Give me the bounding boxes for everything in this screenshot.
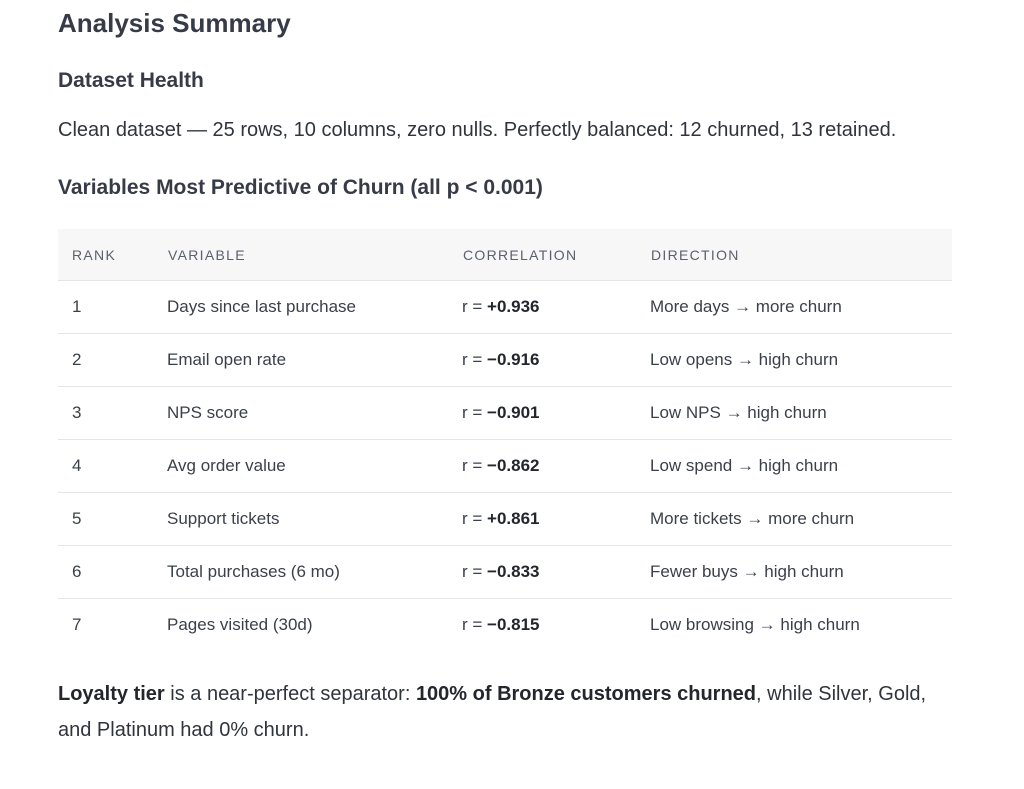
column-header: RANK <box>58 229 167 281</box>
correlation-cell: r = −0.901 <box>462 386 650 440</box>
rank-cell: 7 <box>72 615 82 634</box>
variable-cell: Days since last purchase <box>167 280 462 334</box>
correlation-value: −0.916 <box>487 350 540 369</box>
paragraph: Clean dataset — 25 rows, 10 columns, zer… <box>58 112 952 148</box>
direction-cell: Low opens → high churn <box>650 333 952 387</box>
section-heading: Dataset Health <box>58 69 204 92</box>
direction-cell: More days → more churn <box>650 280 952 334</box>
correlation-prefix: r = <box>462 615 483 634</box>
text: is a near-perfect separator: <box>164 683 416 705</box>
correlation-prefix: r = <box>462 562 483 581</box>
rank-cell: 1 <box>58 280 167 334</box>
bold-text: Loyalty tier <box>58 683 165 705</box>
rank-cell: 6 <box>58 545 167 599</box>
table-row: 2 Email open rate r = −0.916 Low opens → hi… <box>58 333 952 387</box>
correlation-cell: r = −0.833 <box>462 545 650 599</box>
correlation-value: −0.862 <box>487 456 540 475</box>
correlation-value: −0.833 <box>487 562 540 581</box>
table: RANK VARIABLE CORRELATION DIRECTION 1 Day… <box>58 229 952 651</box>
header-row: RANK VARIABLE CORRELATION DIRECTION <box>58 229 952 281</box>
column-header: VARIABLE <box>167 229 462 281</box>
table-row: 1 Days since last purchase r = +0.936 More … <box>58 280 952 334</box>
table-body: 1 Days since last purchase r = +0.936 More … <box>58 280 952 652</box>
table-row: 6 Total purchases (6 mo) r = −0.833 Fewer b… <box>58 545 952 599</box>
direction-cell: Low spend → high churn <box>650 439 952 493</box>
variable-cell: Email open rate <box>167 333 462 387</box>
table-row: 5 Support tickets r = +0.861 More tickets →… <box>58 492 952 546</box>
rank-cell: 4 <box>58 439 167 493</box>
variable-cell: Support tickets <box>167 492 462 546</box>
correlation-value: +0.936 <box>487 297 540 316</box>
correlation-prefix: r = <box>462 403 483 422</box>
correlation-prefix: r = <box>462 350 483 369</box>
direction-cell: Fewer buys → high churn <box>650 545 952 599</box>
correlation-cell: r = +0.936 <box>462 280 650 334</box>
correlation-cell: r = −0.815 <box>462 599 650 652</box>
variable-cell: Pages visited (30d) <box>167 615 313 634</box>
correlation-cell: r = −0.862 <box>462 439 650 493</box>
direction-cell: More tickets → more churn <box>650 492 952 546</box>
correlation-prefix: r = <box>462 456 483 475</box>
text: Clean dataset — 25 rows, 10 columns, zer… <box>58 119 897 141</box>
rank-cell: 3 <box>58 386 167 440</box>
column-header: DIRECTION <box>650 229 952 281</box>
table-row: 7 Pages visited (30d) r = −0.815 Low browsi… <box>58 599 952 652</box>
bold-text: 100% of Bronze customers churned <box>415 683 757 705</box>
title: Analysis Summary <box>58 8 291 38</box>
rank-cell: 5 <box>58 492 167 546</box>
direction-cell: Low NPS → high churn <box>650 386 952 440</box>
correlation-cell: r = +0.861 <box>462 492 650 546</box>
variable-cell: Avg order value <box>167 439 462 493</box>
table-row: 4 Avg order value r = −0.862 Low spend → hi… <box>58 439 952 493</box>
section-heading: Variables Most Predictive of Churn (all … <box>58 176 543 199</box>
correlation-value: −0.901 <box>487 403 540 422</box>
correlation-prefix: r = <box>462 509 483 528</box>
direction-cell: Low browsing → high churn <box>650 615 860 634</box>
variable-cell: Total purchases (6 mo) <box>167 545 462 599</box>
correlation-value: +0.861 <box>487 509 540 528</box>
paragraph: Loyalty tier is a near-perfect separator… <box>58 676 952 748</box>
rank-cell: 2 <box>58 333 167 387</box>
correlation-cell: r = −0.916 <box>462 333 650 387</box>
document: Analysis Summary Dataset Health Clean da… <box>58 8 952 748</box>
correlation-prefix: r = <box>462 297 483 316</box>
variable-cell: NPS score <box>167 386 462 440</box>
column-header: CORRELATION <box>462 229 650 281</box>
correlation-value: −0.815 <box>487 615 540 634</box>
table-row: 3 NPS score r = −0.901 Low NPS → high churn <box>58 386 952 440</box>
text: , while Silver, Gold, and Platinum had 0… <box>58 683 927 741</box>
